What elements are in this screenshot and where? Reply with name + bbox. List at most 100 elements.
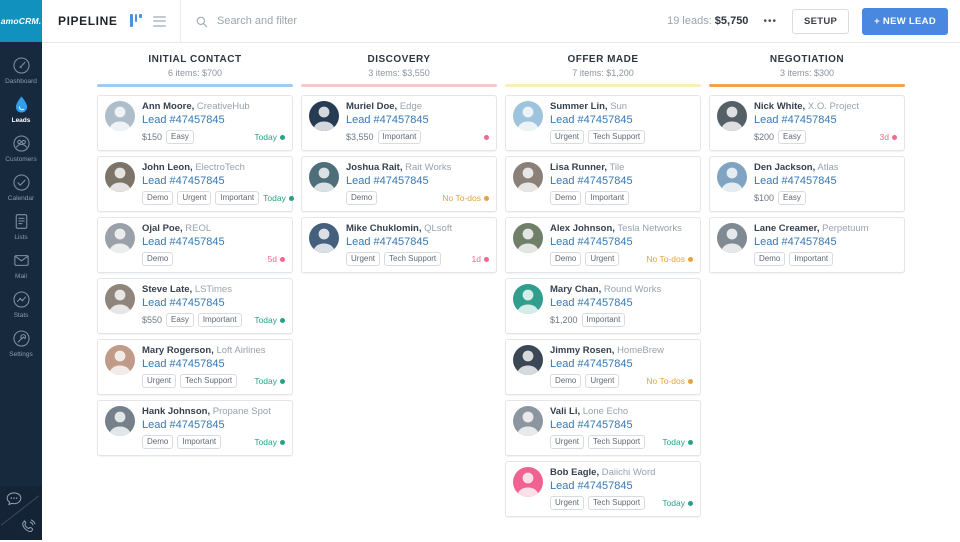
avatar [105, 406, 135, 437]
task-status-text: Today [254, 376, 277, 387]
gauge-icon [11, 55, 32, 76]
lead-link[interactable]: Lead #47457845 [754, 236, 837, 248]
mail-icon [11, 250, 32, 271]
topbar: PIPELINE 19 leads:$5,750 ••• SETUP + NEW… [42, 0, 960, 43]
lead-card[interactable]: Summer Lin, Sun Lead #47457845 Urgent Tec… [505, 95, 701, 152]
column-subtitle: 7 items: $1,200 [572, 68, 634, 78]
chat-icon[interactable] [4, 489, 24, 509]
lead-link[interactable]: Lead #47457845 [550, 419, 633, 432]
lead-card[interactable]: Bob Eagle, Daiichi Word Lead #47457845 U… [505, 461, 701, 518]
tag-demo: Demo [142, 435, 174, 450]
lead-card[interactable]: Joshua Rait, Rait Works Lead #47457845 D… [301, 156, 497, 213]
tag-tech-support: Tech Support [588, 496, 646, 511]
task-status: No To-dos [646, 376, 693, 386]
task-status-text: No To-dos [442, 193, 481, 204]
task-status: Today [662, 437, 693, 447]
company-name: Round Works [603, 284, 662, 296]
tag-tech-support: Tech Support [180, 374, 238, 389]
sidebar-item-lists[interactable]: Lists [0, 206, 42, 245]
lead-card[interactable]: Lisa Runner, Tile Lead #47457845 Demo Imp… [505, 156, 701, 213]
sidebar-item-stats[interactable]: Stats [0, 284, 42, 323]
contact-name: Vali Li, [550, 406, 581, 418]
lead-card[interactable]: Hank Johnson, Propane Spot Lead #4745784… [97, 400, 293, 457]
contact-name: Mary Chan, [550, 284, 602, 296]
new-lead-button[interactable]: + NEW LEAD [862, 7, 948, 35]
tag-demo: Demo [550, 252, 582, 267]
lead-link[interactable]: Lead #47457845 [550, 236, 633, 248]
amocrm-logo[interactable]: amoCRM. [0, 0, 42, 42]
lead-link[interactable]: Lead #47457845 [754, 174, 837, 187]
search-input[interactable] [214, 14, 668, 28]
lead-link[interactable]: Lead #47457845 [142, 358, 225, 371]
task-status-dot [280, 378, 285, 384]
tag-urgent: Urgent [550, 496, 585, 511]
sidebar-item-mail[interactable]: Mail [0, 245, 42, 284]
lead-link[interactable]: Lead #47457845 [550, 358, 633, 371]
task-status: 1d [472, 254, 489, 264]
tag-easy: Easy [778, 130, 806, 145]
lead-link[interactable]: Lead #47457845 [346, 113, 429, 126]
tag-demo: Demo [142, 252, 174, 267]
lead-card[interactable]: Vali Li, Lone Echo Lead #47457845 Urgent… [505, 400, 701, 457]
column-title: DISCOVERY [367, 54, 431, 65]
lead-card[interactable]: Jimmy Rosen, HomeBrew Lead #47457845 Dem… [505, 339, 701, 396]
lead-card[interactable]: Lane Creamer, Perpetuum Lead #47457845 D… [709, 217, 905, 274]
task-status-dot [688, 256, 693, 262]
sidebar-item-settings[interactable]: Settings [0, 323, 42, 362]
column-cards: Muriel Doe, Edge Lead #47457845 $3,550 Im… [301, 95, 497, 274]
lead-link[interactable]: Lead #47457845 [142, 174, 225, 187]
pipeline-column-negotiation: NEGOTIATION 3 items: $300 Nick White, X.… [709, 54, 905, 522]
sidebar-item-leads[interactable]: Leads [0, 89, 42, 128]
avatar [105, 284, 135, 315]
tag-urgent: Urgent [346, 252, 381, 267]
lead-card[interactable]: Muriel Doe, Edge Lead #47457845 $3,550 Im… [301, 95, 497, 152]
lead-card[interactable]: Ann Moore, CreativeHub Lead #47457845 $1… [97, 95, 293, 152]
lead-card[interactable]: Mary Chan, Round Works Lead #47457845 $1… [505, 278, 701, 335]
lead-card[interactable]: Mike Chuklomin, QLsoft Lead #47457845 Ur… [301, 217, 497, 274]
sidebar-item-dashboard[interactable]: Dashboard [0, 50, 42, 89]
tag-easy: Easy [166, 130, 194, 145]
lead-link[interactable]: Lead #47457845 [142, 297, 225, 310]
task-status-dot [484, 134, 489, 140]
lead-card[interactable]: John Leon, ElectroTech Lead #47457845 De… [97, 156, 294, 213]
company-name: Propane Spot [212, 406, 271, 418]
setup-button[interactable]: SETUP [791, 8, 850, 34]
column-cards: Summer Lin, Sun Lead #47457845 Urgent Tec… [505, 95, 701, 518]
avatar [513, 345, 543, 376]
column-subtitle: 3 items: $300 [779, 68, 835, 78]
lead-link[interactable]: Lead #47457845 [142, 419, 225, 432]
lead-card[interactable]: Nick White, X.O. Project Lead #47457845 … [709, 95, 905, 152]
tag-tech-support: Tech Support [384, 252, 442, 267]
lead-link[interactable]: Lead #47457845 [142, 113, 225, 126]
task-status-text: Today [662, 437, 685, 448]
pipeline-column-offer-made: OFFER MADE 7 items: $1,200 Summer Lin, S… [505, 54, 701, 522]
lead-link[interactable]: Lead #47457845 [550, 297, 633, 310]
lead-link[interactable]: Lead #47457845 [550, 113, 633, 126]
list-view-icon[interactable] [152, 15, 166, 27]
lead-link[interactable]: Lead #47457845 [346, 174, 429, 187]
contact-name: Ann Moore, [142, 101, 195, 112]
contact-name: Alex Johnson, [550, 223, 615, 235]
lead-card[interactable]: Steve Late, LSTimes Lead #47457845 $550 E… [97, 278, 293, 335]
lead-link[interactable]: Lead #47457845 [754, 113, 837, 126]
company-name: CreativeHub [196, 101, 250, 112]
lead-card[interactable]: Den Jackson, Atlas Lead #47457845 $100 Ea… [709, 156, 905, 213]
more-menu-icon[interactable]: ••• [763, 15, 777, 27]
lead-link[interactable]: Lead #47457845 [142, 236, 225, 248]
tag-tech-support: Tech Support [588, 130, 646, 145]
lead-link[interactable]: Lead #47457845 [346, 236, 429, 248]
avatar [717, 223, 747, 254]
lead-card[interactable]: Mary Rogerson, Loft Airlines Lead #47457… [97, 339, 293, 396]
lead-card[interactable]: Ojal Poe, REOL Lead #47457845 Demo 5d [97, 217, 293, 274]
funnel-view-icon[interactable] [130, 14, 142, 28]
avatar [513, 467, 543, 498]
lead-card[interactable]: Alex Johnson, Tesla Networks Lead #47457… [505, 217, 701, 274]
lead-link[interactable]: Lead #47457845 [550, 480, 633, 493]
phone-icon[interactable] [18, 517, 38, 537]
sidebar-item-customers[interactable]: Customers [0, 128, 42, 167]
contact-name: Lane Creamer, [754, 223, 820, 235]
sidebar: amoCRM. Dashboard Leads Customers Calend… [0, 0, 42, 540]
lead-link[interactable]: Lead #47457845 [550, 174, 633, 187]
column-header: NEGOTIATION 3 items: $300 [709, 54, 905, 87]
sidebar-item-calendar[interactable]: Calendar [0, 167, 42, 206]
